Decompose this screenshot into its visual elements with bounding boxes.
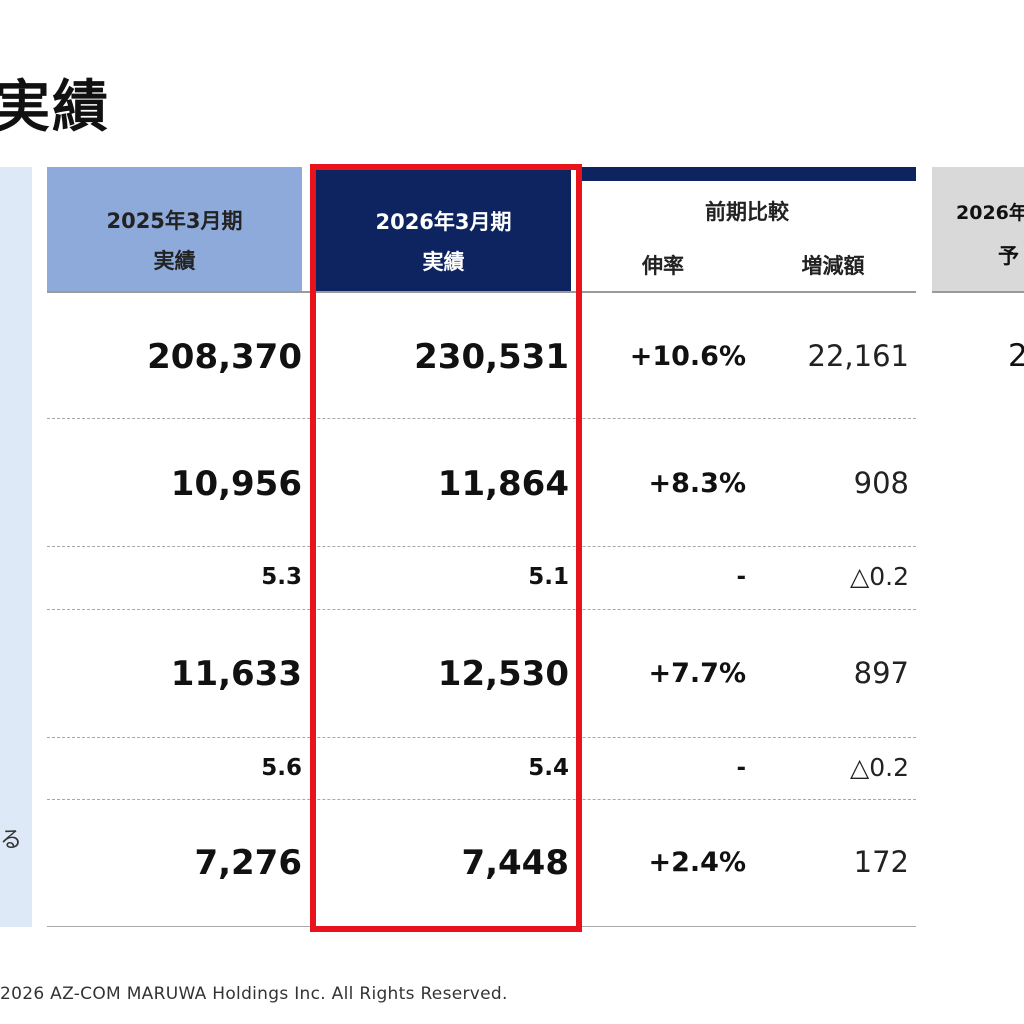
row-divider [47, 799, 916, 800]
growth-rate: +8.3% [648, 468, 746, 499]
table-row: 5.6 5.4 - △0.2 [47, 738, 916, 800]
current-value: 5.1 [528, 564, 569, 590]
current-value: 7,448 [461, 843, 569, 883]
current-value: 230,531 [414, 337, 569, 377]
compare-header-bar [578, 167, 916, 181]
page-title: 実績 [0, 75, 110, 140]
current-value: 5.4 [528, 755, 569, 781]
header-prev-year-period: 2025年3月期 [106, 209, 243, 233]
delta-amount: △0.2 [850, 562, 909, 591]
row-divider [47, 546, 916, 547]
growth-rate: +2.4% [648, 847, 746, 878]
table-row: 5.3 5.1 - △0.2 [47, 547, 916, 610]
compare-header-growth: 伸率 [642, 254, 684, 278]
header-prev-year-type: 実績 [153, 249, 196, 273]
header-current-year-period: 2026年3月期 [375, 210, 512, 234]
delta-amount: 908 [853, 466, 909, 500]
header-current-year: 2026年3月期 実績 [316, 168, 571, 292]
header-forecast-period: 2026年 [956, 202, 1024, 224]
compare-header-delta: 増減額 [801, 254, 865, 278]
table-row: 10,956 11,864 +8.3% 908 [47, 419, 916, 547]
header-forecast [932, 167, 1024, 292]
header-current-year-type: 実績 [422, 250, 465, 274]
row-label-fragment: る [0, 828, 23, 853]
prev-value: 10,956 [170, 464, 302, 504]
delta-amount: 897 [853, 656, 909, 690]
table-row: 7,276 7,448 +2.4% 172 [47, 800, 916, 926]
row-divider [47, 609, 916, 610]
delta-amount: 22,161 [807, 339, 909, 373]
row-divider [47, 418, 916, 419]
prev-value: 7,276 [194, 843, 302, 883]
growth-rate: +10.6% [629, 341, 746, 372]
compare-header-title: 前期比較 [705, 200, 789, 224]
prev-value: 208,370 [147, 337, 302, 377]
header-divider [47, 291, 916, 293]
row-divider [47, 737, 916, 738]
growth-rate: - [736, 564, 746, 590]
forecast-divider [932, 291, 1024, 293]
prev-value: 5.6 [261, 755, 302, 781]
delta-amount: △0.2 [850, 753, 909, 782]
current-value: 11,864 [437, 464, 569, 504]
table-row: 208,370 230,531 +10.6% 22,161 [47, 293, 916, 419]
forecast-value-fragment: 2 [1008, 338, 1024, 374]
current-value: 12,530 [437, 654, 569, 694]
growth-rate: - [736, 755, 746, 781]
growth-rate: +7.7% [648, 658, 746, 689]
current-year-highlight-frame [310, 164, 582, 932]
prev-value: 11,633 [170, 654, 302, 694]
row-label-panel [0, 167, 32, 927]
prev-value: 5.3 [261, 564, 302, 590]
header-forecast-type: 予 [998, 244, 1019, 268]
header-prev-year: 2025年3月期 実績 [47, 167, 302, 292]
table-row: 11,633 12,530 +7.7% 897 [47, 610, 916, 738]
copyright-footer: 2026 AZ-COM MARUWA Holdings Inc. All Rig… [0, 984, 508, 1004]
delta-amount: 172 [853, 845, 909, 879]
